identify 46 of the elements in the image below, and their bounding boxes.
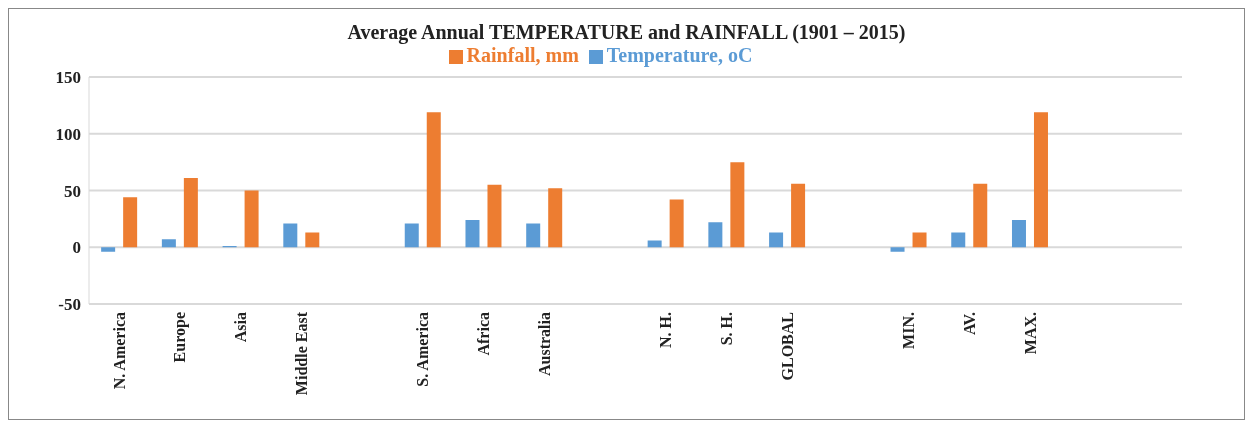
bar xyxy=(912,232,927,248)
y-tick-label: 50 xyxy=(64,181,81,201)
bar xyxy=(404,223,419,248)
x-tick-label: Asia xyxy=(232,312,250,343)
y-tick-label: -50 xyxy=(58,295,81,315)
bar xyxy=(730,162,745,248)
bar xyxy=(305,232,320,248)
bar xyxy=(183,178,198,248)
bar xyxy=(791,183,806,248)
legend-label: Rainfall, mm xyxy=(466,44,579,66)
x-tick-label: MAX. xyxy=(1021,312,1039,355)
x-tick-label: Europe xyxy=(171,312,190,363)
x-tick-label: GLOBAL xyxy=(778,312,796,381)
bar xyxy=(465,220,480,248)
bar xyxy=(669,199,684,248)
y-tick-label: 100 xyxy=(55,124,81,144)
x-tick-label: S. H. xyxy=(717,312,735,346)
x-tick-label: S. America xyxy=(414,312,432,387)
bar xyxy=(487,184,502,248)
x-tick-label: N. America xyxy=(110,312,128,390)
bar xyxy=(123,197,138,248)
bar xyxy=(890,247,905,252)
x-tick-label: Middle East xyxy=(292,311,310,396)
x-tick-label: MIN. xyxy=(900,312,918,349)
bar xyxy=(526,223,541,248)
bar xyxy=(426,112,441,248)
bar xyxy=(548,188,563,248)
x-tick-label: N. H. xyxy=(657,312,675,348)
legend-label: Temperature, oC xyxy=(606,44,753,66)
chart-title: Average Annual TEMPERATURE and RAINFALL (1901 – 2015) xyxy=(346,20,907,44)
bar xyxy=(1033,112,1048,248)
x-tick-label: AV. xyxy=(960,312,978,335)
bar xyxy=(973,183,988,248)
bar xyxy=(161,239,176,248)
bar xyxy=(101,247,116,252)
bar xyxy=(708,222,723,248)
x-tick-label: Africa xyxy=(475,312,493,356)
bar xyxy=(1011,220,1026,248)
bar xyxy=(647,240,662,248)
bar xyxy=(769,232,784,248)
bar xyxy=(283,223,298,248)
y-tick-label: 0 xyxy=(72,238,81,258)
bar xyxy=(244,190,259,248)
x-tick-label: Australia xyxy=(535,312,553,376)
y-tick-label: 150 xyxy=(55,68,81,88)
bar xyxy=(951,232,966,248)
